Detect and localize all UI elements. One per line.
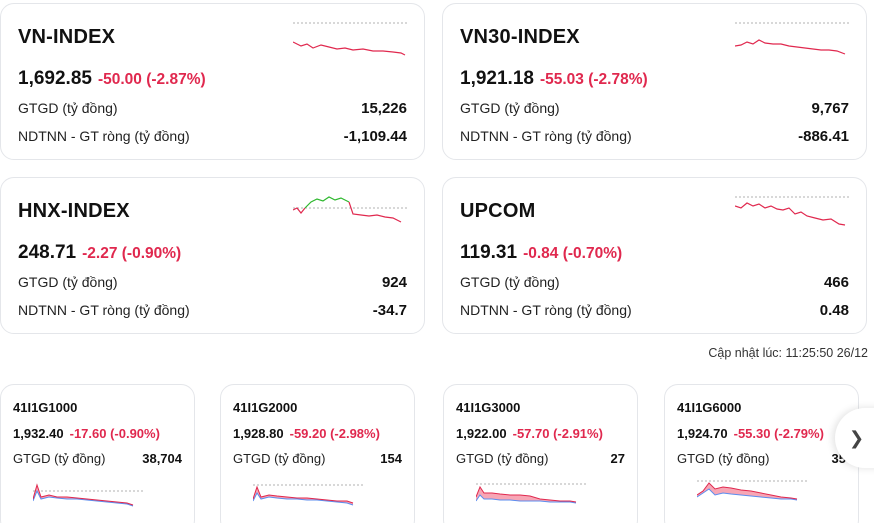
gtgd-value: 9,767 [811, 100, 849, 117]
index-card-vn-index[interactable]: VN-INDEX 1,692.85 -50.00 (-2.87%) GTGD (t… [0, 3, 425, 160]
futures-change: -55.30 (-2.79%) [733, 426, 824, 441]
price-line: 1,932.40 -17.60 (-0.90%) [13, 426, 160, 441]
index-change: -50.00 (-2.87%) [97, 71, 206, 88]
sparkline-chart [735, 196, 849, 226]
index-name: HNX-INDEX [18, 200, 130, 222]
gtgd-value: 38,704 [142, 451, 182, 466]
sparkline-chart [253, 484, 365, 506]
sparkline-chart [697, 480, 809, 501]
ndtnn-label: NDTNN - GT ròng (tỷ đồng) [18, 302, 190, 318]
futures-name: 41I1G6000 [677, 400, 742, 415]
gtgd-label: GTGD (tỷ đồng) [460, 100, 560, 116]
index-price: 1,692.85 [18, 68, 92, 89]
index-price: 119.31 [460, 242, 518, 263]
gtgd-row: GTGD (tỷ đồng) 27 [456, 451, 625, 466]
gtgd-row: GTGD (tỷ đồng) 154 [233, 451, 402, 466]
ndtnn-row: NDTNN - GT ròng (tỷ đồng) -34.7 [18, 302, 407, 319]
sparkline-chart [476, 483, 588, 504]
index-price: 1,921.18 [460, 68, 534, 89]
index-change: -0.84 (-0.70%) [523, 245, 623, 262]
futures-change: -17.60 (-0.90%) [69, 426, 160, 441]
index-price: 248.71 [18, 242, 77, 263]
gtgd-value: 924 [381, 274, 407, 291]
index-card-hnx-index[interactable]: HNX-INDEX 248.71 -2.27 (-0.90%) GTGD (tỷ … [0, 177, 425, 334]
ndtnn-row: NDTNN - GT ròng (tỷ đồng) -886.41 [460, 128, 849, 145]
sparkline-chart [33, 483, 145, 507]
last-updated: Cập nhật lúc: 11:25:50 26/12 [708, 346, 868, 360]
futures-price: 1,928.80 [233, 426, 284, 441]
gtgd-label: GTGD (tỷ đồng) [456, 451, 549, 466]
price-line: 1,928.80 -59.20 (-2.98%) [233, 426, 380, 441]
gtgd-label: GTGD (tỷ đồng) [18, 274, 118, 290]
futures-card-41i1g6000[interactable]: 41I1G6000 1,924.70 -55.30 (-2.79%) GTGD (… [664, 384, 859, 523]
price-line: 1,922.00 -57.70 (-2.91%) [456, 426, 603, 441]
ndtnn-label: NDTNN - GT ròng (tỷ đồng) [18, 128, 190, 144]
ndtnn-value: -34.7 [372, 302, 407, 319]
gtgd-row: GTGD (tỷ đồng) 15,226 [18, 100, 407, 117]
gtgd-label: GTGD (tỷ đồng) [233, 451, 326, 466]
gtgd-row: GTGD (tỷ đồng) 9,767 [460, 100, 849, 117]
ndtnn-value: -1,109.44 [343, 128, 407, 145]
ndtnn-row: NDTNN - GT ròng (tỷ đồng) -1,109.44 [18, 128, 407, 145]
gtgd-value: 154 [380, 451, 402, 466]
gtgd-row: GTGD (tỷ đồng) 38,704 [13, 451, 182, 466]
futures-card-41i1g2000[interactable]: 41I1G2000 1,928.80 -59.20 (-2.98%) GTGD (… [220, 384, 415, 523]
ndtnn-label: NDTNN - GT ròng (tỷ đồng) [460, 302, 632, 318]
futures-price: 1,932.40 [13, 426, 64, 441]
price-line: 248.71 -2.27 (-0.90%) [18, 242, 181, 264]
index-card-upcom[interactable]: UPCOM 119.31 -0.84 (-0.70%) GTGD (tỷ đồng… [442, 177, 867, 334]
index-name: UPCOM [460, 200, 536, 222]
futures-name: 41I1G1000 [13, 400, 78, 415]
futures-change: -57.70 (-2.91%) [512, 426, 603, 441]
index-change: -55.03 (-2.78%) [539, 71, 648, 88]
futures-name: 41I1G2000 [233, 400, 298, 415]
futures-card-41i1g1000[interactable]: 41I1G1000 1,932.40 -17.60 (-0.90%) GTGD (… [0, 384, 195, 523]
index-card-vn30-index[interactable]: VN30-INDEX 1,921.18 -55.03 (-2.78%) GTGD … [442, 3, 867, 160]
sparkline-chart [293, 196, 407, 223]
price-line: 1,924.70 -55.30 (-2.79%) [677, 426, 824, 441]
gtgd-label: GTGD (tỷ đồng) [18, 100, 118, 116]
gtgd-label: GTGD (tỷ đồng) [13, 451, 106, 466]
chevron-right-icon: ❯ [849, 427, 865, 448]
index-name: VN30-INDEX [460, 26, 580, 48]
gtgd-value: 466 [823, 274, 849, 291]
gtgd-value: 15,226 [361, 100, 407, 117]
index-name: VN-INDEX [18, 26, 116, 48]
futures-name: 41I1G3000 [456, 400, 521, 415]
gtgd-label: GTGD (tỷ đồng) [460, 274, 560, 290]
gtgd-label: GTGD (tỷ đồng) [677, 451, 770, 466]
ndtnn-label: NDTNN - GT ròng (tỷ đồng) [460, 128, 632, 144]
price-line: 1,921.18 -55.03 (-2.78%) [460, 68, 648, 90]
gtgd-row: GTGD (tỷ đồng) 924 [18, 274, 407, 291]
ndtnn-value: 0.48 [819, 302, 849, 319]
price-line: 119.31 -0.84 (-0.70%) [460, 242, 622, 264]
gtgd-row: GTGD (tỷ đồng) 466 [460, 274, 849, 291]
futures-price: 1,924.70 [677, 426, 728, 441]
index-change: -2.27 (-0.90%) [82, 245, 182, 262]
futures-change: -59.20 (-2.98%) [289, 426, 380, 441]
futures-price: 1,922.00 [456, 426, 507, 441]
ndtnn-row: NDTNN - GT ròng (tỷ đồng) 0.48 [460, 302, 849, 319]
ndtnn-value: -886.41 [798, 128, 849, 145]
gtgd-value: 27 [610, 451, 625, 466]
gtgd-row: GTGD (tỷ đồng) 35 [677, 451, 846, 466]
sparkline-chart [293, 22, 407, 56]
futures-card-41i1g3000[interactable]: 41I1G3000 1,922.00 -57.70 (-2.91%) GTGD (… [443, 384, 638, 523]
sparkline-chart [735, 22, 849, 55]
price-line: 1,692.85 -50.00 (-2.87%) [18, 68, 206, 90]
